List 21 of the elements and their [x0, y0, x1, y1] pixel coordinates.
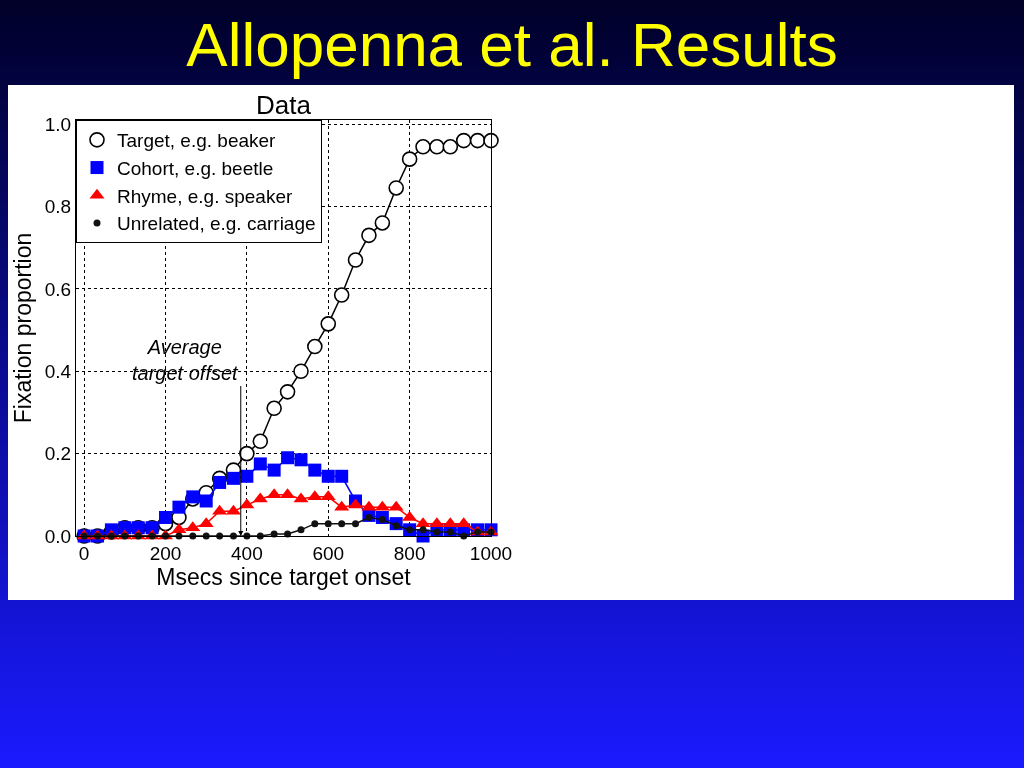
y-tick-label: 0.2 [44, 443, 72, 465]
annotation: Average target offset [132, 336, 240, 384]
chart-subtitle: Data [256, 90, 312, 121]
x-tick-label: 400 [231, 542, 263, 564]
x-axis-title: Msecs since target onset [156, 563, 412, 590]
x-tick-label: 800 [393, 542, 426, 564]
x-tick-label: 600 [312, 542, 345, 564]
y-tick-label: 0.0 [44, 525, 72, 547]
y-tick-label: 0.8 [44, 196, 72, 218]
legend-label: Unrelated, e.g. carriage [117, 213, 316, 235]
x-tick-label: 200 [149, 542, 182, 564]
y-axis-title: Fixation proportion [10, 232, 37, 424]
legend-label: Cohort, e.g. beetle [117, 157, 274, 179]
chart-title: Allopenna et al. Results [185, 9, 839, 81]
y-tick-label: 0.6 [44, 278, 72, 300]
legend-label: Target, e.g. beaker [117, 130, 277, 152]
y-tick-label: 0.4 [44, 360, 72, 382]
x-tick-label: 0 [78, 542, 90, 564]
legend-label: Rhyme, e.g. speaker [117, 185, 293, 207]
x-tick-label: 1000 [469, 542, 513, 564]
y-tick-label: 1.0 [44, 113, 72, 135]
